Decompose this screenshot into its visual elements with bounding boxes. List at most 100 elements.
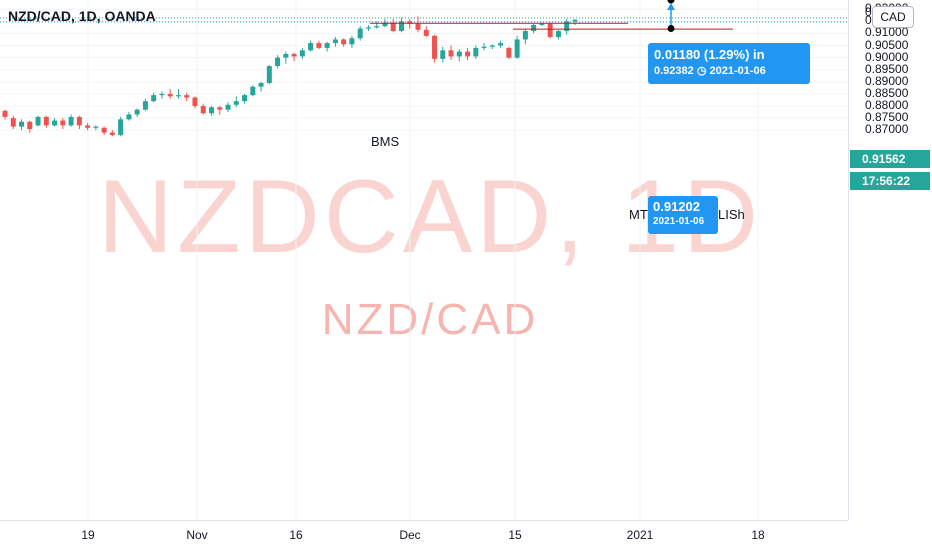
price-tick: 0.87500 (865, 110, 909, 125)
candle-body (432, 35, 438, 59)
candle-body (555, 31, 561, 38)
candle-body (275, 57, 281, 67)
candle-body (167, 93, 173, 97)
candle-body (572, 19, 578, 22)
time-tick: Dec (399, 528, 421, 542)
candle-body (465, 51, 471, 57)
candle-body (308, 43, 314, 51)
bar-countdown-label: 17:56:22 (850, 172, 930, 190)
measure-target-text: 0.92382 ◷ 2021-01-06 (654, 65, 766, 77)
candle-body (531, 24, 537, 31)
price-tick: 0.87000 (865, 122, 909, 137)
candle-body (489, 45, 495, 47)
candle-body (200, 106, 206, 114)
candle-body (2, 110, 8, 117)
candle-body (498, 43, 504, 46)
measure-change-text: 0.01180 (1.29%) in (654, 47, 765, 62)
measure-entry-callout[interactable]: 0.91202 2021-01-06 (648, 196, 718, 234)
candle-body (324, 43, 330, 48)
price-scale[interactable] (848, 0, 932, 520)
lish-annotation[interactable]: LISh (718, 207, 745, 222)
price-tick: 0.89500 (865, 61, 909, 76)
time-tick: 19 (81, 528, 95, 542)
candle-body (258, 83, 264, 87)
candle-body (332, 39, 338, 44)
measure-entry-date: 2021-01-06 (653, 216, 705, 227)
candle-body (142, 101, 148, 110)
bms-annotation[interactable]: BMS (371, 134, 400, 149)
time-tick: Nov (186, 528, 208, 542)
candle-body (341, 39, 347, 45)
candle-body (398, 21, 404, 31)
candle-body (85, 125, 91, 128)
candle-body (175, 95, 181, 97)
candle-body (539, 23, 545, 25)
chart-title: NZD/CAD, 1D, OANDA (8, 8, 156, 24)
measure-arrow-head (667, 2, 675, 10)
candle-body (217, 107, 223, 110)
candle-body (349, 38, 355, 45)
candle-body (374, 26, 380, 28)
candle-body (10, 118, 16, 127)
candle-body (506, 47, 512, 58)
mt-annotation[interactable]: MT (629, 207, 648, 222)
last-price-label: 0.91562 (850, 150, 930, 168)
currency-button[interactable]: CAD (872, 6, 914, 28)
candle-body (60, 120, 66, 126)
candle-body (52, 120, 58, 126)
candle-body (423, 29, 429, 36)
pair-watermark: NZD/CAD (321, 295, 539, 344)
candle-body (192, 97, 198, 107)
candle-body (357, 28, 363, 39)
measure-entry-price: 0.91202 (653, 199, 700, 214)
measure-target-callout[interactable]: 0.01180 (1.29%) in 0.92382 ◷ 2021-01-06 (648, 43, 810, 84)
time-tick: 2021 (626, 528, 654, 542)
time-scale[interactable] (0, 520, 848, 551)
candle-body (473, 47, 479, 57)
candle-body (184, 95, 190, 98)
measure-end-point (667, 0, 675, 4)
candle-body (390, 22, 396, 31)
candle-body (151, 95, 157, 102)
candle-body (118, 119, 124, 136)
candle-body (242, 95, 248, 102)
candle-body (440, 50, 446, 59)
measure-start-point (667, 25, 675, 33)
candle-body (365, 27, 371, 29)
candle-body (407, 21, 413, 24)
candle-body (101, 127, 107, 133)
candle-body (564, 21, 570, 31)
candle-body (514, 39, 520, 58)
time-tick: 15 (508, 528, 522, 542)
candle-body (209, 107, 214, 114)
candle-body (547, 23, 553, 38)
time-tick: 18 (751, 528, 765, 542)
price-tick: 0.92500 (865, 0, 908, 3)
candle-body (456, 51, 462, 57)
price-tick: 0.91000 (865, 25, 909, 40)
candle-body (68, 116, 74, 126)
price-tick: 0.90000 (865, 49, 909, 64)
candle-body (382, 22, 388, 27)
candle-body (19, 121, 25, 127)
candle-body (43, 116, 49, 126)
candle-body (159, 93, 165, 96)
time-tick: 16 (289, 528, 303, 542)
price-tick-partial: 0 (865, 5, 872, 19)
candle-body (316, 43, 322, 48)
candle-body (522, 31, 528, 40)
candle-body (35, 116, 41, 126)
candle-body (481, 46, 487, 48)
candle-body (415, 23, 421, 30)
candle-body (291, 53, 297, 57)
candle-body (134, 109, 140, 115)
candle-body (225, 104, 231, 110)
candle-body (126, 114, 132, 120)
candle-body (266, 66, 272, 84)
price-tick: 0.88500 (865, 85, 909, 100)
price-tick: 0.88000 (865, 98, 909, 113)
candle-body (283, 53, 289, 58)
candle-body (93, 126, 99, 128)
